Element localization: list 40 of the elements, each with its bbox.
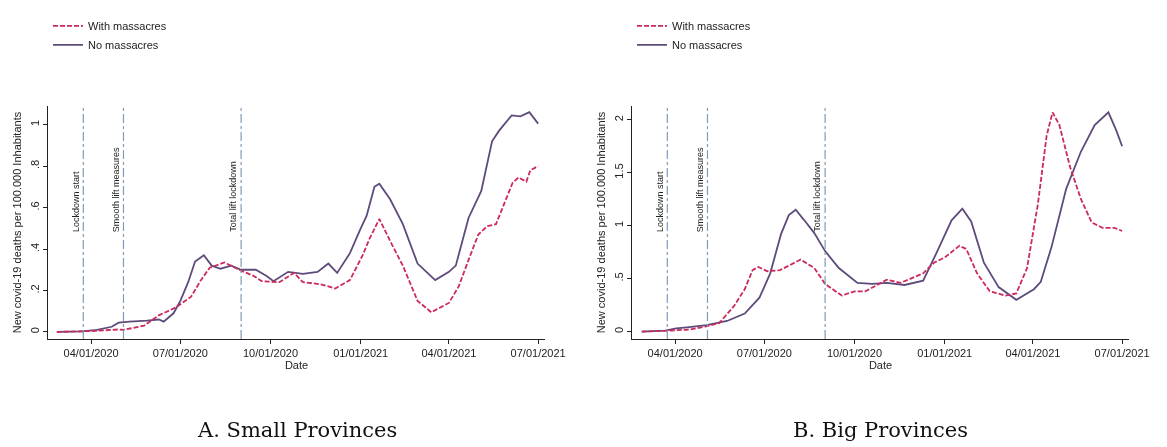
- text: B. Big Provinces: [793, 418, 968, 442]
- x-tick-label: 07/01/2020: [736, 347, 792, 360]
- y-tick-label: 1.5: [612, 163, 625, 179]
- text: A. Small Provinces: [197, 418, 398, 442]
- legend-label: With massacres: [672, 20, 751, 33]
- y-tick-label: 1: [28, 119, 41, 127]
- legend-label: No massacres: [88, 39, 159, 52]
- ref-line-label: Total lift lockdown: [228, 161, 239, 232]
- y-tick-label: .8: [28, 159, 41, 170]
- x-axis-title: Date: [868, 359, 893, 372]
- y-tick-label: .6: [28, 201, 41, 211]
- y-tick-label: .5: [612, 272, 625, 282]
- y-tick-label: 2: [612, 115, 625, 122]
- y-axis-title: New covid-19 deaths per 100.000 Inhabitants: [11, 111, 24, 334]
- x-tick-label: 04/01/2020: [647, 347, 703, 360]
- y-tick-label: .2: [28, 284, 41, 294]
- ref-line-label: Lockdown start: [70, 170, 81, 232]
- x-tick-label: 01/01/2021: [333, 347, 389, 360]
- x-tick-label: 04/01/2021: [1005, 347, 1061, 360]
- legend-label: No massacres: [672, 39, 743, 52]
- y-axis-title: New covid-19 deaths per 100.000 Inhabitants: [595, 111, 608, 334]
- x-tick-label: 04/01/2021: [421, 347, 477, 360]
- y-tick-label: 0: [612, 326, 625, 333]
- legend-label: With massacres: [88, 20, 167, 33]
- x-tick-label: 01/01/2021: [917, 347, 973, 360]
- ref-line-label: Smooth lift measures: [110, 147, 121, 233]
- ref-line-label: Lockdown start: [654, 170, 665, 232]
- y-tick-label: .4: [28, 242, 41, 252]
- x-tick-label: 04/01/2020: [63, 347, 119, 360]
- x-tick-label: 07/01/2021: [510, 347, 566, 360]
- line-series: [640, 111, 1124, 333]
- x-tick-label: 10/01/2020: [242, 347, 299, 360]
- x-tick-label: 07/01/2020: [152, 347, 208, 360]
- ref-line-label: Total lift lockdown: [812, 161, 823, 232]
- x-tick-label: 07/01/2021: [1094, 347, 1150, 360]
- y-tick-label: 0: [28, 327, 41, 334]
- ref-line-label: Smooth lift measures: [694, 147, 705, 233]
- x-tick-label: 10/01/2020: [826, 347, 883, 360]
- y-tick-label: 1: [612, 220, 625, 228]
- x-axis-title: Date: [284, 359, 309, 372]
